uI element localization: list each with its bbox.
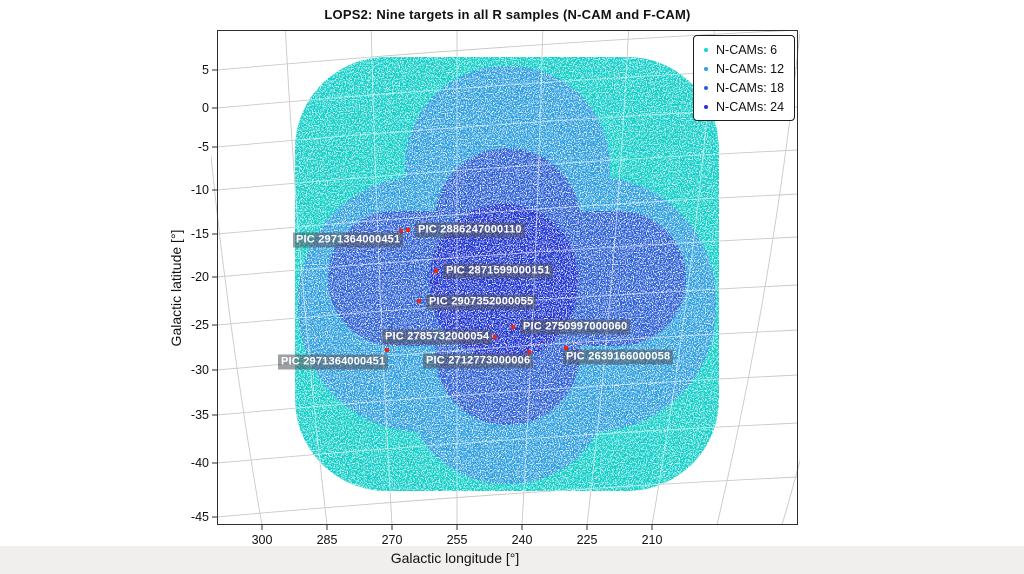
target-label: PIC 2971364000451 [278, 354, 389, 370]
y-tick-label: -20 [190, 270, 209, 284]
x-tick-label: 300 [251, 533, 273, 547]
target-marker [527, 350, 531, 354]
y-tick-label: 0 [202, 101, 209, 115]
legend-row: N-CAMs: 6 [702, 40, 784, 59]
target-marker [493, 335, 497, 339]
legend-entry-label: N-CAMs: 18 [716, 80, 785, 95]
legend-row: N-CAMs: 12 [702, 59, 784, 78]
legend: N-CAMs: 6 N-CAMs: 12 N-CAMs: 18 N-CAMs: 24 [693, 35, 796, 121]
target-label: PIC 2907352000055 [426, 294, 537, 310]
y-tick-label: -30 [190, 363, 209, 377]
y-tick-label: -15 [190, 227, 209, 241]
target-label: PIC 2871599000151 [443, 263, 554, 279]
y-tick-label: 5 [202, 63, 209, 77]
legend-marker-dot [704, 85, 708, 90]
legend-marker-dot [704, 47, 708, 52]
legend-marker-dot [704, 66, 708, 71]
bottom-strip [0, 546, 1024, 574]
target-marker [399, 229, 403, 233]
x-tick-label: 270 [381, 533, 403, 547]
x-tick-label: 255 [446, 533, 468, 547]
legend-entry-label: N-CAMs: 12 [716, 61, 785, 76]
x-tick-label: 240 [511, 533, 533, 547]
target-marker [434, 269, 438, 273]
chart-title: LOPS2: Nine targets in all R samples (N-… [324, 7, 691, 22]
y-tick-label: -10 [190, 183, 209, 197]
target-label: PIC 2639166000058 [563, 349, 674, 365]
target-marker [564, 346, 568, 350]
y-tick-label: -45 [190, 510, 209, 524]
target-marker [406, 228, 410, 232]
target-marker [385, 348, 389, 352]
legend-entry-label: N-CAMs: 6 [716, 42, 778, 57]
target-label: PIC 2785732000054 [382, 329, 493, 345]
y-tick-label: -5 [197, 140, 209, 154]
legend-entry-label: N-CAMs: 24 [716, 99, 785, 114]
target-label: PIC 2750997000060 [520, 319, 631, 335]
y-tick-label: -25 [190, 318, 209, 332]
target-marker [511, 325, 515, 329]
legend-row: N-CAMs: 18 [702, 78, 784, 97]
target-label: PIC 2712773000006 [423, 353, 534, 369]
x-tick-label: 285 [316, 533, 338, 547]
y-tick-label: -35 [190, 408, 209, 422]
target-label: PIC 2886247000110 [415, 222, 525, 238]
target-marker [417, 299, 421, 303]
x-tick-label: 225 [576, 533, 598, 547]
legend-marker-dot [704, 104, 708, 109]
legend-row: N-CAMs: 24 [702, 97, 784, 116]
target-label: PIC 2971364000451 [293, 232, 404, 248]
y-tick-label: -40 [190, 456, 209, 470]
x-axis-label: Galactic longitude [°] [390, 550, 520, 566]
x-tick-label: 210 [641, 533, 663, 547]
